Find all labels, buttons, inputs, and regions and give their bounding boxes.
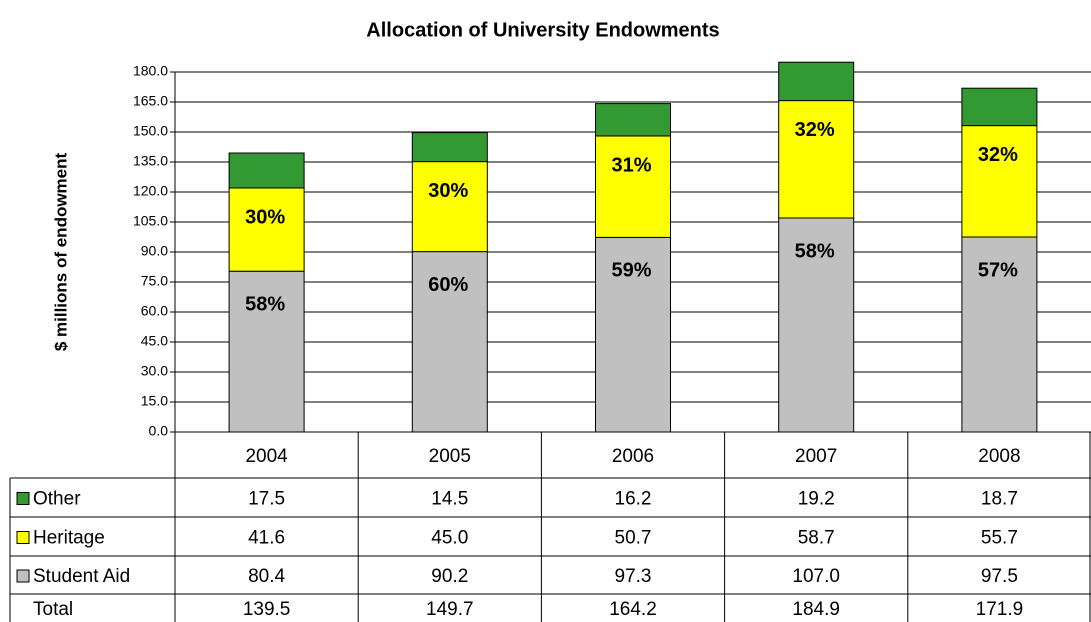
total-cell: 139.5 <box>243 599 291 620</box>
total-label: Total <box>33 599 73 620</box>
share-label: 32% <box>795 119 835 141</box>
legend-swatch <box>16 569 30 583</box>
y-tick-label: 120.0 <box>133 183 168 199</box>
table-cell: 45.0 <box>431 528 468 549</box>
x-tick-label: 2005 <box>429 446 471 467</box>
y-axis-label: $ millions of endowment <box>51 152 70 351</box>
share-label: 57% <box>978 259 1018 281</box>
bar-segment <box>961 87 1038 127</box>
y-tick-label: 0.0 <box>149 423 169 439</box>
chart-title: Allocation of University Endowments <box>366 19 719 41</box>
y-tick-label: 90.0 <box>141 243 168 259</box>
table-cell: 80.4 <box>248 566 285 587</box>
table-cell: 41.6 <box>248 528 285 549</box>
bar-segment <box>411 251 488 433</box>
bar-segment <box>228 187 305 272</box>
y-tick-label: 75.0 <box>141 273 168 289</box>
table-cell: 16.2 <box>615 489 652 510</box>
bar-segment <box>778 217 855 433</box>
table-cell: 90.2 <box>431 566 468 587</box>
y-tick-label: 165.0 <box>133 93 168 109</box>
bar-segment <box>411 132 488 163</box>
legend-swatch <box>16 492 30 505</box>
y-tick-label: 105.0 <box>133 213 168 229</box>
table-cell: 55.7 <box>981 528 1018 549</box>
table-cell: 58.7 <box>798 528 835 549</box>
x-tick-label: 2004 <box>245 446 288 467</box>
share-label: 30% <box>245 206 285 228</box>
total-cell: 164.2 <box>609 599 657 620</box>
share-label: 60% <box>428 274 468 296</box>
bar-segment <box>961 236 1038 433</box>
table-cell: 19.2 <box>798 489 835 510</box>
y-tick-label: 45.0 <box>141 333 168 349</box>
legend-label: Student Aid <box>33 566 130 587</box>
legend-label: Other <box>33 489 81 510</box>
table-cell: 97.5 <box>981 566 1018 587</box>
table-cell: 107.0 <box>792 566 840 587</box>
bar-segment <box>595 236 671 433</box>
x-tick-label: 2008 <box>978 446 1020 467</box>
share-label: 30% <box>428 180 468 202</box>
table-cell: 14.5 <box>431 489 468 510</box>
y-tick-label: 60.0 <box>141 303 168 319</box>
y-tick-label: 15.0 <box>141 393 168 409</box>
share-label: 31% <box>611 154 651 176</box>
y-tick-label: 180.0 <box>133 63 168 79</box>
bar-segment <box>595 103 671 137</box>
table-cell: 50.7 <box>615 528 652 549</box>
table-cell: 18.7 <box>981 489 1018 510</box>
legend-swatch <box>16 531 30 544</box>
bar-segment <box>228 152 305 189</box>
bar-segment <box>961 125 1038 238</box>
total-cell: 171.9 <box>976 599 1024 620</box>
table-cell: 97.3 <box>615 566 652 587</box>
x-tick-label: 2007 <box>795 446 837 467</box>
share-label: 32% <box>978 144 1018 166</box>
total-cell: 184.9 <box>792 599 840 620</box>
bar-segment <box>411 161 488 253</box>
bar-segment <box>228 270 305 433</box>
y-tick-label: 30.0 <box>141 363 168 379</box>
y-tick-label: 150.0 <box>133 123 168 139</box>
share-label: 58% <box>795 240 835 262</box>
total-cell: 149.7 <box>426 599 474 620</box>
bar-segment <box>778 61 855 102</box>
table-cell: 17.5 <box>248 489 285 510</box>
bar-segment <box>778 100 855 219</box>
share-label: 58% <box>245 293 285 315</box>
x-tick-label: 2006 <box>612 446 654 467</box>
y-tick-label: 135.0 <box>133 153 168 169</box>
bar-segment <box>595 135 671 238</box>
share-label: 59% <box>611 260 651 282</box>
legend-label: Heritage <box>33 528 105 549</box>
